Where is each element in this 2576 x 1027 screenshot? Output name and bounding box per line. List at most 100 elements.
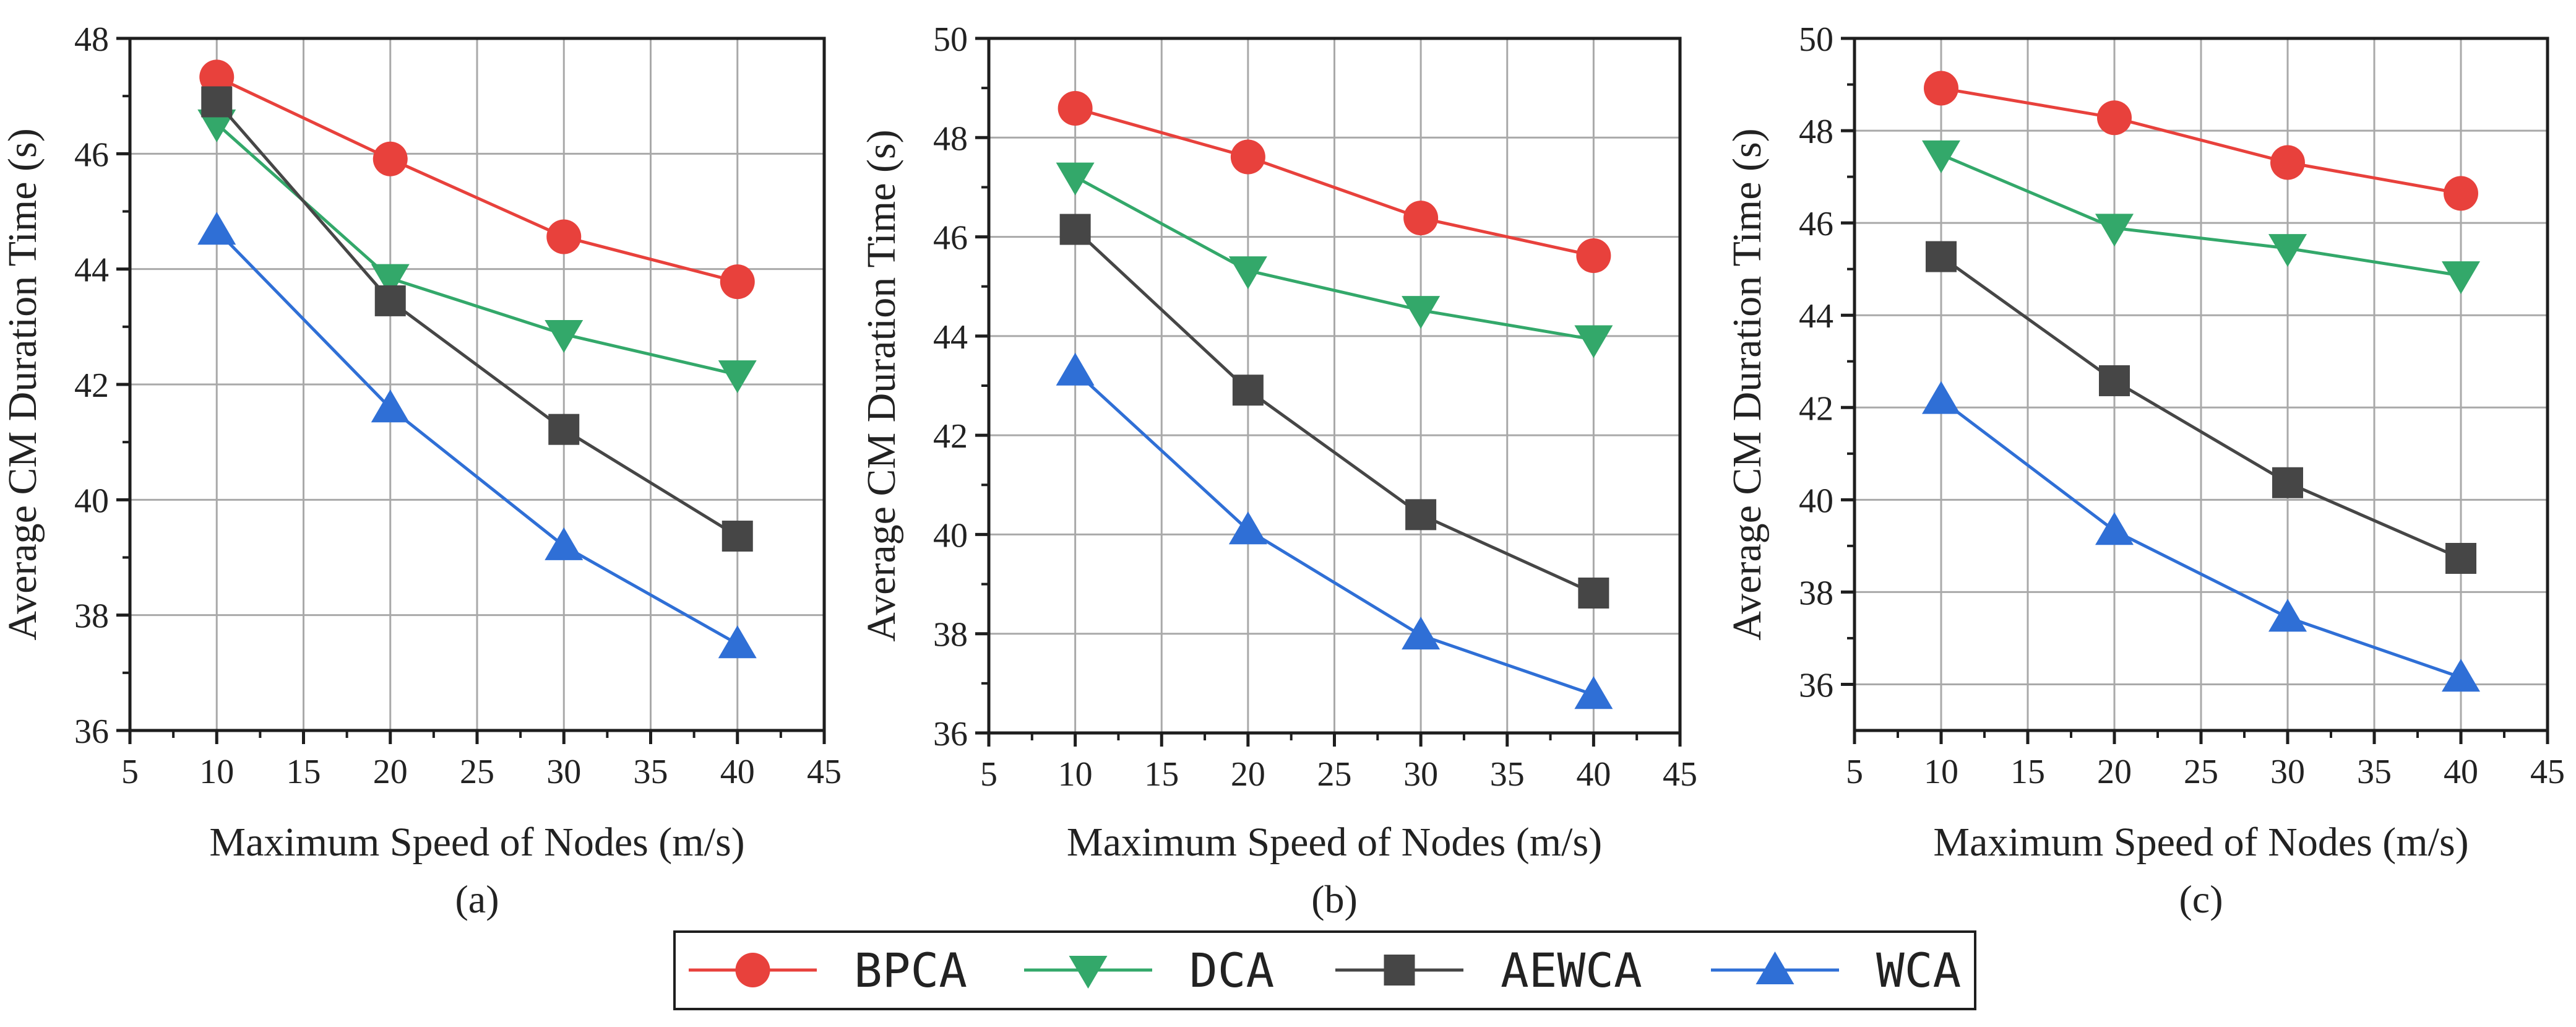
x-tick-label: 30 xyxy=(546,753,581,791)
data-point-bpca-30 xyxy=(2270,145,2305,180)
legend: BPCA DCA AEWCA WCA xyxy=(673,930,1976,1010)
legend-label: DCA xyxy=(1189,943,1274,998)
x-tick-label: 5 xyxy=(980,755,997,794)
data-point-aewca-40 xyxy=(2445,542,2476,574)
x-tick-label: 35 xyxy=(1490,755,1525,794)
x-tick-label: 35 xyxy=(2357,753,2392,791)
y-tick-label: 44 xyxy=(1799,297,1833,336)
data-point-aewca-10 xyxy=(201,86,233,118)
data-point-aewca-30 xyxy=(1405,499,1437,531)
series-line-aewca xyxy=(215,100,739,538)
series-wca xyxy=(197,212,757,659)
data-point-wca-10 xyxy=(1056,352,1095,386)
y-tick-label: 44 xyxy=(933,318,968,357)
series-line-wca xyxy=(1940,398,2462,679)
series-bpca xyxy=(199,59,755,300)
series-line-dca xyxy=(1941,153,2462,277)
legend-entry-dca: DCA xyxy=(1024,943,1274,998)
data-point-dca-20 xyxy=(2095,214,2134,247)
series-line-aewca xyxy=(1074,228,1595,595)
panel-label: (b) xyxy=(1311,877,1358,921)
y-tick-label: 46 xyxy=(933,219,968,258)
y-tick-label: 40 xyxy=(1799,482,1833,520)
series-dca xyxy=(1922,140,2480,295)
chart-panel-b: 5 10 15 20 25 30 35 40 45 36 38 40 42 44 46 48 50 Maximum… xyxy=(859,20,1697,921)
series-line-wca xyxy=(215,229,738,646)
x-tick-label: 25 xyxy=(1317,755,1352,794)
data-point-wca-20 xyxy=(2095,512,2134,545)
series-line-wca xyxy=(1074,370,1595,696)
panel-label: (a) xyxy=(455,877,499,921)
data-point-aewca-30 xyxy=(2272,467,2303,498)
legend-marker-bpca xyxy=(735,953,770,987)
x-tick-label: 20 xyxy=(1231,755,1265,794)
x-tick-label: 5 xyxy=(1846,753,1863,791)
x-tick-label: 40 xyxy=(720,753,755,791)
x-tick-label: 5 xyxy=(121,753,139,791)
data-point-wca-30 xyxy=(1402,617,1441,650)
data-point-dca-10 xyxy=(1922,140,1960,173)
data-point-aewca-20 xyxy=(374,285,406,316)
y-tick-label: 36 xyxy=(1799,666,1833,704)
x-tick-label: 35 xyxy=(634,753,668,791)
data-point-bpca-40 xyxy=(2444,176,2478,211)
legend-label: WCA xyxy=(1876,943,1961,998)
x-tick-label: 45 xyxy=(1663,755,1697,794)
y-tick-label: 36 xyxy=(933,715,968,753)
legend-label: AEWCA xyxy=(1501,943,1642,998)
data-point-bpca-10 xyxy=(1058,91,1093,126)
data-point-wca-10 xyxy=(1922,381,1960,414)
x-tick-label: 25 xyxy=(460,753,494,791)
x-tick-label: 25 xyxy=(2184,753,2218,791)
y-tick-label: 48 xyxy=(933,119,968,158)
data-point-dca-40 xyxy=(1574,325,1613,358)
data-point-dca-10 xyxy=(1056,162,1095,196)
y-tick-label: 48 xyxy=(1799,113,1833,151)
y-tick-label: 36 xyxy=(74,713,109,751)
y-tick-label: 48 xyxy=(74,20,109,59)
x-tick-label: 10 xyxy=(199,753,234,791)
x-tick-label: 40 xyxy=(2444,753,2478,791)
x-axis-title: Maximum Speed of Nodes (m/s) xyxy=(1933,820,2468,865)
series-bpca xyxy=(1058,91,1611,274)
data-point-dca-30 xyxy=(2268,234,2307,267)
x-axis-title: Maximum Speed of Nodes (m/s) xyxy=(1067,820,1602,865)
data-point-dca-10 xyxy=(197,109,236,142)
x-tick-label: 30 xyxy=(2270,753,2305,791)
data-point-bpca-30 xyxy=(1403,201,1439,236)
y-tick-label: 42 xyxy=(74,366,109,405)
series-bpca xyxy=(1924,71,2478,211)
data-point-wca-20 xyxy=(371,389,410,423)
legend-marker-wca xyxy=(1755,951,1794,984)
data-point-wca-20 xyxy=(1228,511,1267,545)
y-tick-label: 46 xyxy=(74,136,109,174)
x-tick-label: 20 xyxy=(373,753,408,791)
data-point-aewca-10 xyxy=(1926,241,1957,272)
data-point-wca-30 xyxy=(2268,599,2307,632)
data-point-dca-40 xyxy=(2442,261,2480,295)
y-tick-label: 50 xyxy=(933,20,968,59)
x-tick-label: 30 xyxy=(1403,755,1438,794)
data-point-wca-40 xyxy=(2442,659,2480,692)
y-tick-label: 42 xyxy=(1799,389,1833,428)
legend-label: BPCA xyxy=(854,943,967,998)
y-tick-label: 38 xyxy=(1799,574,1833,612)
y-tick-label: 40 xyxy=(933,516,968,555)
data-point-aewca-20 xyxy=(2099,365,2130,397)
data-point-bpca-40 xyxy=(1576,238,1611,274)
data-point-wca-30 xyxy=(545,527,584,560)
x-tick-label: 15 xyxy=(286,753,321,791)
legend-marker-dca xyxy=(1069,956,1108,989)
series-wca xyxy=(1056,352,1613,709)
x-tick-label: 40 xyxy=(1576,755,1611,794)
data-point-wca-40 xyxy=(718,625,757,659)
series-aewca xyxy=(201,86,753,552)
y-axis-title: Average CM Duration Time (s) xyxy=(1725,128,1770,640)
data-point-dca-30 xyxy=(1402,296,1441,329)
y-axis-title: Average CM Duration Time (s) xyxy=(859,129,904,641)
series-line-aewca xyxy=(1940,255,2462,560)
data-point-dca-40 xyxy=(718,360,757,394)
data-point-dca-20 xyxy=(371,264,410,297)
data-point-bpca-10 xyxy=(199,59,235,95)
x-axis-title: Maximum Speed of Nodes (m/s) xyxy=(209,820,744,865)
